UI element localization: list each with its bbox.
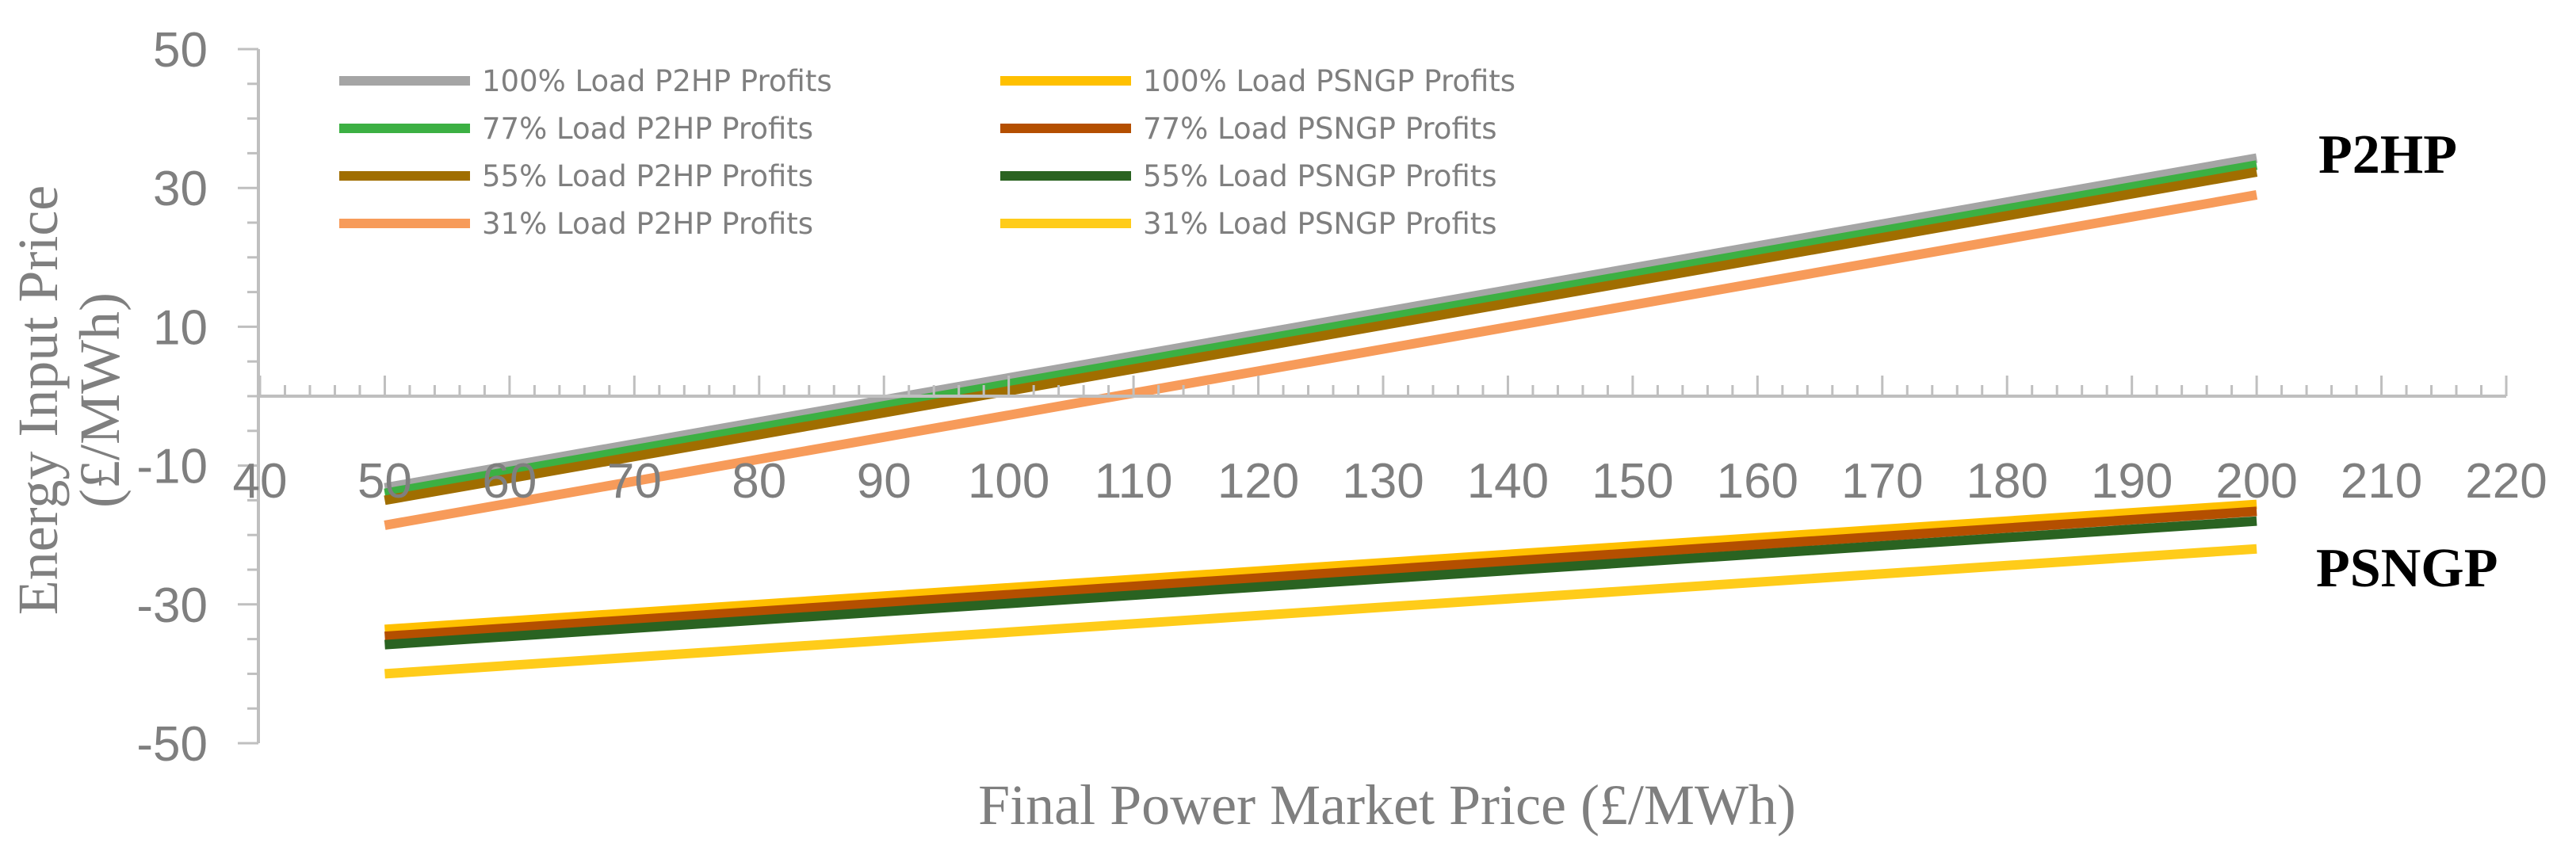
x-tick-label: 110 bbox=[1095, 454, 1173, 509]
series-line-7 bbox=[384, 544, 2257, 679]
legend-label-5: 55% Load PSNGP Profits bbox=[1143, 159, 1497, 193]
y-axis-title-line2: (£/MWh) bbox=[68, 292, 132, 508]
x-tick-label: 220 bbox=[2465, 454, 2547, 509]
y-tick-label: -30 bbox=[136, 578, 208, 633]
series-line-3 bbox=[384, 506, 2257, 642]
x-tick-label: 180 bbox=[1966, 454, 2047, 509]
legend-label-1: 100% Load PSNGP Profits bbox=[1143, 64, 1515, 98]
x-tick-label: 160 bbox=[1717, 454, 1798, 509]
legend-label-0: 100% Load P2HP Profits bbox=[482, 64, 832, 98]
x-tick-label: 200 bbox=[2215, 454, 2297, 509]
x-tick-label: 120 bbox=[1217, 454, 1299, 509]
legend-label-7: 31% Load PSNGP Profits bbox=[1143, 207, 1497, 241]
series-line-6 bbox=[384, 190, 2258, 530]
x-tick-label: 80 bbox=[732, 454, 786, 509]
y-tick-label: 10 bbox=[153, 300, 208, 355]
x-tick-label: 50 bbox=[357, 454, 412, 509]
y-tick-label: -50 bbox=[136, 717, 208, 772]
x-axis-title: Final Power Market Price (£/MWh) bbox=[978, 773, 1796, 837]
legend-label-4: 55% Load P2HP Profits bbox=[482, 159, 813, 193]
legend-label-2: 77% Load P2HP Profits bbox=[482, 112, 813, 146]
series-line-5 bbox=[384, 516, 2257, 650]
ticks-layer bbox=[238, 48, 2508, 745]
x-tick-label: 130 bbox=[1342, 454, 1424, 509]
y-tick-label: 50 bbox=[153, 23, 208, 78]
x-tick-label: 70 bbox=[607, 454, 662, 509]
x-tick-label: 100 bbox=[968, 454, 1049, 509]
x-tick-label: 190 bbox=[2091, 454, 2173, 509]
annotation-p2hp: P2HP bbox=[2318, 124, 2457, 185]
y-tick-label: -10 bbox=[136, 440, 208, 494]
series-line-1 bbox=[384, 499, 2257, 635]
x-tick-label: 40 bbox=[233, 454, 288, 509]
series-line-0 bbox=[384, 153, 2258, 493]
series-layer bbox=[384, 153, 2258, 679]
legend-label-6: 31% Load P2HP Profits bbox=[482, 207, 813, 241]
series-line-2 bbox=[384, 160, 2258, 498]
x-tick-label: 60 bbox=[482, 454, 537, 509]
x-tick-label: 170 bbox=[1841, 454, 1923, 509]
annotation-psngp: PSNGP bbox=[2316, 538, 2498, 599]
tick-labels-layer: 50 30 10 -10 -30 -50 40 50 60 70 80 90 100 110 120 130 1… bbox=[136, 23, 2547, 772]
y-axis-title-line1: Energy Input Price bbox=[6, 185, 70, 616]
y-tick-label: 30 bbox=[153, 162, 208, 216]
x-tick-label: 90 bbox=[857, 454, 912, 509]
legend-label-3: 77% Load PSNGP Profits bbox=[1143, 112, 1497, 146]
series-line-4 bbox=[384, 167, 2258, 506]
x-tick-label: 150 bbox=[1592, 454, 1673, 509]
x-tick-label: 140 bbox=[1467, 454, 1549, 509]
x-tick-label: 210 bbox=[2341, 454, 2422, 509]
legend: 100% Load P2HP Profits 100% Load PSNGP Pr… bbox=[339, 64, 1515, 241]
